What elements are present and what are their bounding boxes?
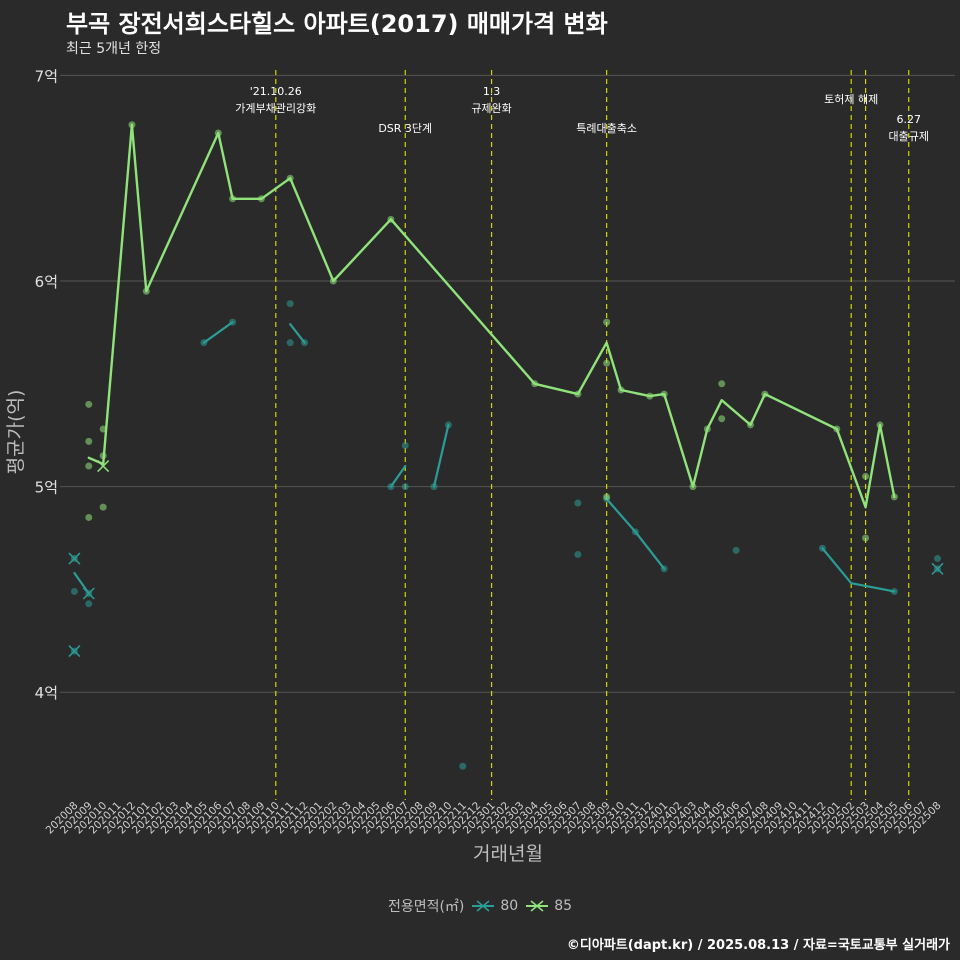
x-axis-title: 거래년월 — [473, 843, 543, 865]
series-line — [87, 123, 896, 509]
data-point — [70, 587, 78, 595]
data-point — [718, 415, 726, 423]
series-line — [432, 423, 450, 488]
data-point — [862, 534, 870, 542]
cross-marker — [931, 562, 944, 575]
data-point — [99, 503, 107, 511]
chart-subtitle: 최근 5개년 한정 — [66, 41, 162, 57]
event-label: 대출규제 — [888, 130, 928, 143]
data-point — [85, 513, 93, 521]
data-point — [286, 300, 294, 308]
data-point — [732, 546, 740, 554]
legend-title: 전용면적(㎡) — [387, 899, 465, 915]
data-point — [85, 437, 93, 445]
y-grid-lines — [60, 74, 955, 693]
event-label: 6.27 — [896, 113, 921, 126]
series-line — [605, 497, 666, 570]
data-point — [574, 550, 582, 558]
data-point — [286, 339, 294, 347]
data-point — [574, 499, 582, 507]
event-label: 특례대출축소 — [576, 122, 637, 135]
y-tick-label: 6억 — [35, 273, 58, 291]
series-line — [821, 547, 896, 593]
x-tick-labels: 2020082020092020102020112020122021012021… — [44, 799, 944, 836]
legend: 전용면적(㎡) 80 85 — [0, 896, 960, 916]
series-line — [202, 321, 234, 344]
y-tick-label: 5억 — [35, 479, 58, 497]
series-line — [289, 323, 306, 344]
event-label: 규제완화 — [471, 102, 511, 115]
data-point — [603, 359, 611, 367]
data-point — [85, 400, 93, 408]
legend-key-85-icon — [526, 900, 549, 912]
data-point — [459, 762, 467, 770]
data-point — [718, 380, 726, 388]
event-label: DSR 3단계 — [378, 122, 432, 135]
data-point — [603, 493, 611, 501]
y-axis-title: 평균가(억) — [5, 390, 27, 475]
legend-item-85: 85 — [526, 898, 572, 914]
cross-marker — [68, 552, 81, 565]
data-point — [401, 483, 409, 491]
data-point — [603, 318, 611, 326]
event-label: '21.10.26 — [250, 85, 302, 98]
data-point — [862, 472, 870, 480]
legend-label-80: 80 — [500, 898, 519, 914]
series-line — [389, 464, 407, 488]
cross-marker — [68, 645, 81, 658]
chart-title: 부곡 장전서희스타힐스 아파트(2017) 매매가격 변화 — [66, 10, 608, 38]
source-caption: ©디아파트(dapt.kr) / 2025.08.13 / 자료=국토교통부 실… — [566, 938, 950, 953]
y-tick-label: 4억 — [35, 684, 58, 702]
event-label: 1.3 — [483, 85, 501, 98]
event-label: 가계부채관리강화 — [235, 102, 316, 115]
legend-item-80: 80 — [472, 898, 518, 914]
data-point — [934, 555, 941, 563]
legend-label-85: 85 — [554, 898, 573, 914]
data-point — [85, 462, 93, 470]
policy-event-lines — [275, 70, 910, 800]
cross-marker — [97, 460, 110, 473]
y-tick-labels: 4억 5억 6억 7억 — [35, 67, 58, 702]
y-tick-label: 7억 — [35, 67, 58, 85]
event-label: 토허제 해제 — [824, 92, 878, 106]
series-80 — [68, 300, 944, 770]
series-85 — [85, 121, 898, 542]
legend-key-80-icon — [472, 900, 495, 912]
data-point — [401, 441, 409, 449]
data-point — [85, 600, 93, 608]
cross-marker — [82, 587, 95, 600]
